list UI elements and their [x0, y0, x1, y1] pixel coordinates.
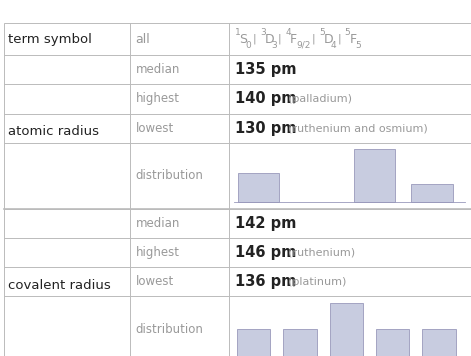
Text: 135 pm: 135 pm	[235, 62, 296, 77]
Text: 5: 5	[345, 27, 350, 37]
Text: (ruthenium): (ruthenium)	[281, 247, 355, 257]
Text: (platinum): (platinum)	[281, 277, 346, 287]
Text: 4: 4	[285, 27, 291, 37]
Text: lowest: lowest	[136, 122, 174, 135]
Text: 4: 4	[330, 41, 336, 50]
Text: lowest: lowest	[136, 275, 174, 288]
Text: 3: 3	[260, 27, 266, 37]
Bar	[283, 329, 317, 356]
Text: S: S	[239, 33, 247, 46]
Text: term symbol: term symbol	[8, 33, 92, 46]
Text: 0: 0	[245, 41, 251, 50]
Text: |: |	[337, 34, 341, 44]
Text: 130 pm: 130 pm	[235, 121, 296, 136]
Text: 146 pm: 146 pm	[235, 245, 296, 260]
Text: 1: 1	[235, 27, 240, 37]
Text: (ruthenium and osmium): (ruthenium and osmium)	[281, 123, 428, 133]
Text: 9/2: 9/2	[296, 41, 311, 50]
Text: distribution: distribution	[136, 169, 203, 182]
Text: 3: 3	[271, 41, 276, 50]
Text: |: |	[278, 34, 282, 44]
Text: (palladium): (palladium)	[281, 94, 352, 104]
Bar	[422, 329, 455, 356]
Bar	[237, 329, 270, 356]
Text: 5: 5	[356, 41, 361, 50]
Text: 140 pm: 140 pm	[235, 91, 296, 106]
Bar	[238, 173, 279, 202]
Text: highest: highest	[136, 93, 179, 105]
Bar	[412, 184, 453, 202]
Text: D: D	[265, 33, 274, 46]
Text: 142 pm: 142 pm	[235, 216, 296, 231]
Text: 136 pm: 136 pm	[235, 274, 296, 289]
Text: all: all	[136, 33, 150, 46]
Text: highest: highest	[136, 246, 179, 259]
Text: distribution: distribution	[136, 323, 203, 336]
Text: F: F	[290, 33, 297, 46]
Text: atomic radius: atomic radius	[8, 125, 99, 138]
Bar	[354, 149, 395, 202]
Text: median: median	[136, 63, 180, 76]
Text: median: median	[136, 217, 180, 230]
Text: |: |	[252, 34, 256, 44]
Bar	[330, 303, 363, 356]
Text: D: D	[324, 33, 333, 46]
Text: covalent radius: covalent radius	[8, 279, 111, 292]
Text: F: F	[349, 33, 357, 46]
Text: 5: 5	[319, 27, 325, 37]
Bar	[376, 329, 409, 356]
Text: |: |	[312, 34, 316, 44]
